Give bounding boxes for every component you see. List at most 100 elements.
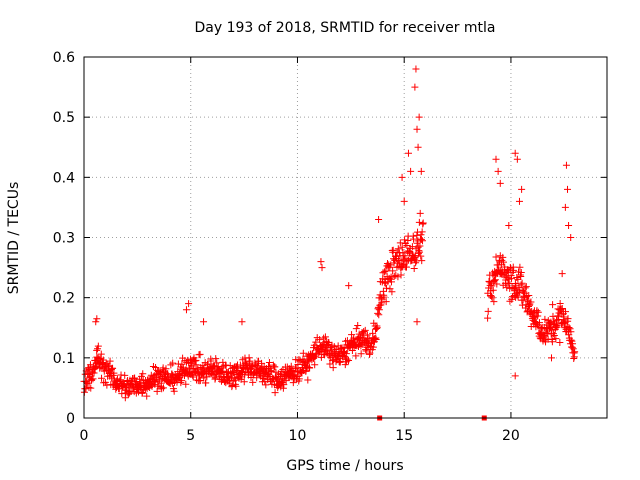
data-point xyxy=(312,338,320,346)
data-point xyxy=(401,252,409,260)
data-point xyxy=(560,313,568,321)
data-point xyxy=(516,263,524,271)
data-point xyxy=(518,279,526,287)
data-point xyxy=(121,371,129,379)
data-point xyxy=(89,375,97,383)
data-point xyxy=(558,270,566,278)
data-point xyxy=(271,363,279,371)
data-point xyxy=(534,312,542,320)
data-point xyxy=(326,350,334,358)
data-point xyxy=(228,382,236,390)
data-point xyxy=(382,298,390,306)
data-point xyxy=(417,235,425,243)
data-point xyxy=(110,369,118,377)
data-point xyxy=(564,185,572,193)
data-point xyxy=(492,155,500,163)
data-point xyxy=(109,364,117,372)
data-point xyxy=(530,314,538,322)
data-point xyxy=(213,359,221,367)
plot-frame xyxy=(83,56,608,419)
data-point xyxy=(380,268,388,276)
data-point xyxy=(369,343,377,351)
data-point xyxy=(97,350,105,358)
data-point xyxy=(380,293,388,301)
data-point xyxy=(413,318,421,326)
y-tick-label: 0.5 xyxy=(53,110,75,126)
data-point xyxy=(178,360,186,368)
data-point xyxy=(352,325,360,333)
data-point xyxy=(361,326,369,334)
data-point xyxy=(269,361,277,369)
data-point xyxy=(571,348,579,356)
data-point xyxy=(512,282,520,290)
data-point xyxy=(525,292,533,300)
data-point xyxy=(515,197,523,205)
data-point xyxy=(178,377,186,385)
data-point xyxy=(83,379,91,387)
y-tick-label: 0 xyxy=(66,411,75,427)
data-point xyxy=(189,371,197,379)
data-point xyxy=(505,221,513,229)
data-point xyxy=(419,219,427,227)
data-point xyxy=(552,335,560,343)
data-point xyxy=(389,246,397,254)
data-point xyxy=(566,325,574,333)
data-point xyxy=(412,65,420,73)
data-point xyxy=(289,379,297,387)
data-point xyxy=(357,350,365,358)
data-point xyxy=(348,331,356,339)
data-point xyxy=(407,167,415,175)
data-point xyxy=(372,336,380,344)
data-point xyxy=(282,377,290,385)
data-point xyxy=(200,374,208,382)
data-point xyxy=(299,349,307,357)
data-point xyxy=(499,253,507,261)
data-point xyxy=(86,361,94,369)
data-point xyxy=(207,357,215,365)
data-point xyxy=(396,239,404,247)
data-point xyxy=(497,270,505,278)
data-point xyxy=(143,392,151,400)
data-point xyxy=(200,318,208,326)
data-point xyxy=(565,221,573,229)
data-point xyxy=(345,356,353,364)
data-point xyxy=(494,167,502,175)
data-point xyxy=(218,364,226,372)
data-point xyxy=(326,360,334,368)
data-point xyxy=(168,370,176,378)
data-point xyxy=(267,367,275,375)
data-point xyxy=(98,374,106,382)
data-point xyxy=(242,358,250,366)
data-point xyxy=(419,237,427,245)
data-point xyxy=(398,173,406,181)
data-point xyxy=(403,242,411,250)
data-point xyxy=(153,387,161,395)
data-point xyxy=(569,340,577,348)
data-point xyxy=(417,252,425,260)
data-point xyxy=(170,387,178,395)
data-point xyxy=(215,372,223,380)
data-point xyxy=(518,185,526,193)
x-tick-label: 20 xyxy=(502,428,520,444)
data-point xyxy=(496,179,504,187)
data-point xyxy=(245,354,253,362)
data-point xyxy=(131,374,139,382)
data-point xyxy=(373,324,381,332)
data-point xyxy=(202,379,210,387)
data-point xyxy=(162,365,170,373)
data-point xyxy=(511,285,519,293)
data-point xyxy=(211,374,219,382)
data-point xyxy=(484,314,492,322)
data-point xyxy=(274,384,282,392)
data-point xyxy=(92,318,100,326)
data-point xyxy=(158,385,166,393)
data-point xyxy=(317,258,325,266)
data-point xyxy=(246,357,254,365)
data-point xyxy=(256,371,264,379)
data-point xyxy=(419,220,427,228)
data-point xyxy=(548,338,556,346)
data-point xyxy=(386,285,394,293)
y-tick-label: 0.3 xyxy=(53,231,75,247)
data-point xyxy=(549,301,557,309)
